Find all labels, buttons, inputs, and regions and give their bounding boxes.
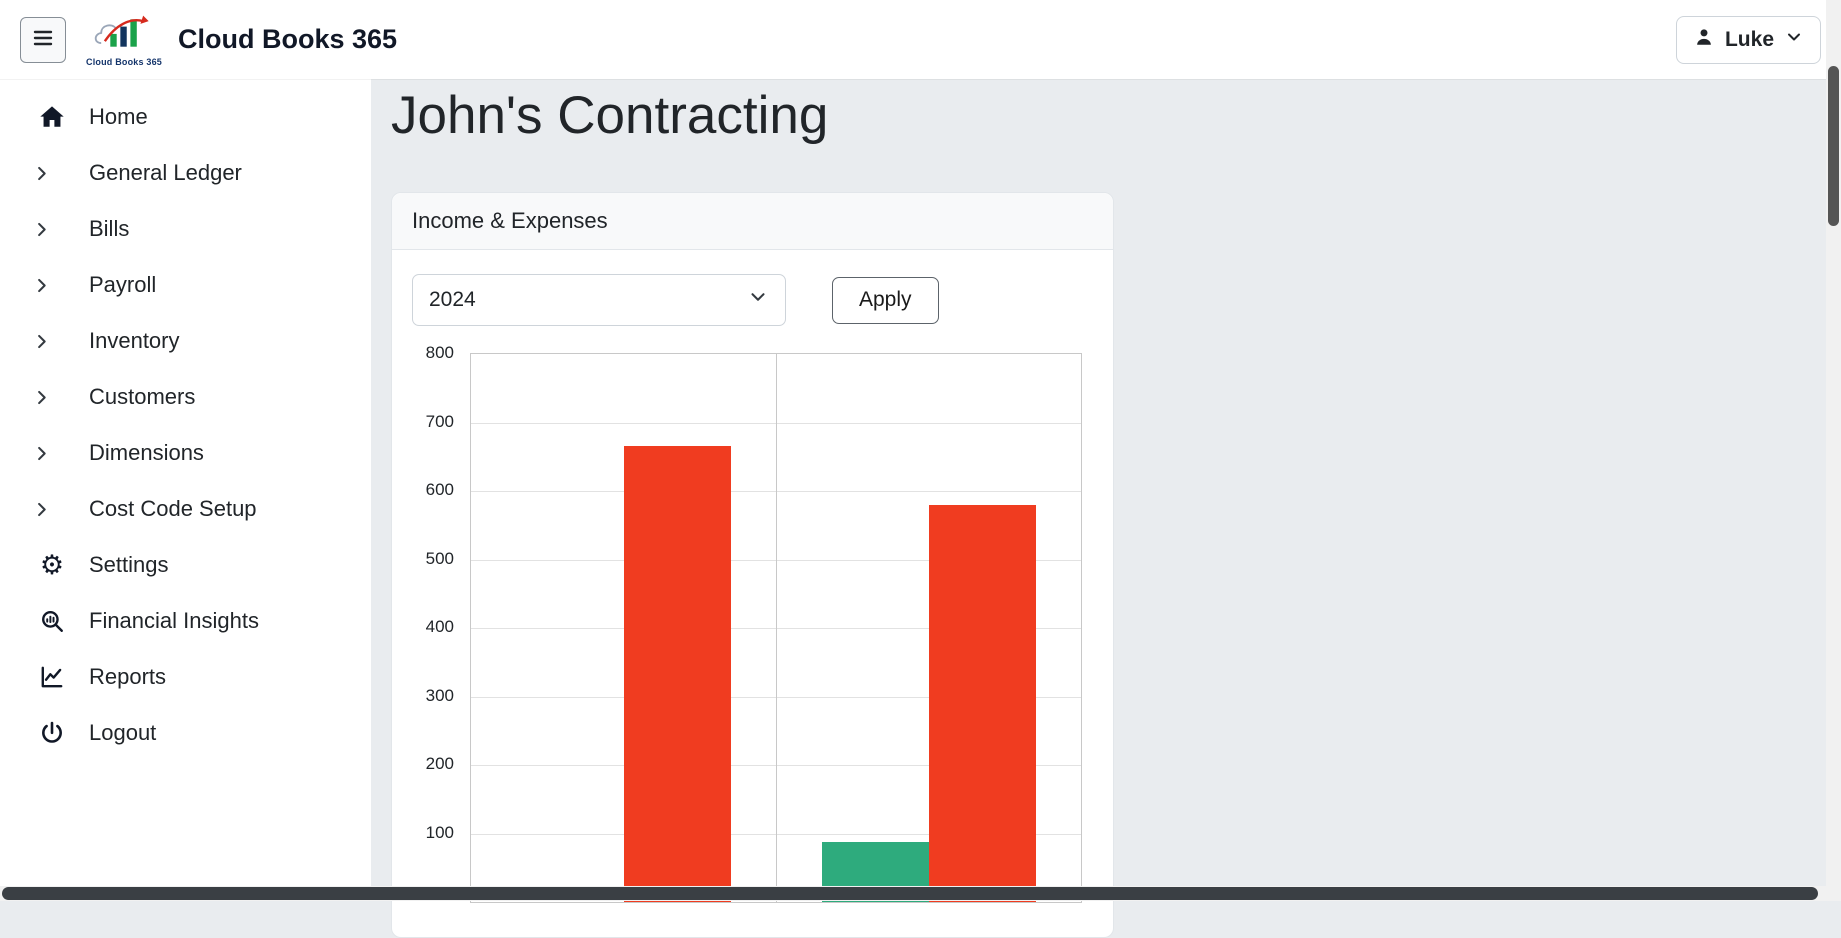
- bar-expenses: [623, 445, 731, 903]
- chevron-right-icon: [30, 276, 74, 295]
- y-axis-tick-label: 700: [425, 411, 454, 431]
- sidebar-item-inventory[interactable]: Inventory: [0, 313, 371, 369]
- y-axis-tick-label: 400: [425, 617, 454, 637]
- y-axis-tick-label: 200: [425, 754, 454, 774]
- bar-expenses: [928, 505, 1036, 903]
- home-icon: [30, 104, 74, 130]
- menu-button[interactable]: [20, 16, 66, 63]
- app-logo-text: Cloud Books 365: [86, 57, 163, 67]
- chart-y-labels: 800 700 600 500 400 300 200 100: [412, 343, 462, 903]
- chevron-down-icon: [1784, 27, 1804, 53]
- sidebar-item-general-ledger[interactable]: General Ledger: [0, 145, 371, 201]
- sidebar-item-label: Home: [89, 104, 148, 129]
- chevron-right-icon: [30, 500, 74, 519]
- power-icon: [30, 720, 74, 746]
- sidebar-item-label: Cost Code Setup: [89, 496, 257, 521]
- chevron-right-icon: [30, 444, 74, 463]
- user-icon: [1693, 26, 1715, 54]
- y-axis-tick-label: 300: [425, 685, 454, 705]
- sidebar-item-label: Customers: [89, 384, 196, 409]
- sidebar-item-label: Financial Insights: [89, 608, 259, 633]
- y-axis-tick-label: 600: [425, 480, 454, 500]
- sidebar-item-bills[interactable]: Bills: [0, 201, 371, 257]
- user-menu-button[interactable]: Luke: [1675, 15, 1821, 64]
- sidebar-item-label: Settings: [89, 552, 169, 577]
- horizontal-scrollbar-thumb[interactable]: [2, 887, 1818, 900]
- insights-icon: [30, 608, 74, 634]
- scrollbar-corner: [1826, 886, 1841, 901]
- user-label: Luke: [1724, 27, 1774, 51]
- select-chevron-down-icon: [747, 286, 769, 314]
- bar-chart: 800 700 600 500 400 300 200 100: [412, 343, 1093, 913]
- page-title: John's Contracting: [391, 86, 829, 145]
- sidebar-item-label: General Ledger: [89, 160, 242, 185]
- y-axis-tick-label: 500: [425, 548, 454, 568]
- sidebar-item-dimensions[interactable]: Dimensions: [0, 425, 371, 481]
- sidebar-item-label: Payroll: [89, 272, 157, 297]
- year-select[interactable]: 2024: [412, 274, 786, 327]
- sidebar-item-label: Reports: [89, 664, 167, 689]
- gear-icon: ⚙: [39, 549, 65, 580]
- chart-controls: 2024 Apply: [412, 274, 1093, 327]
- sidebar-item-cost-code-setup[interactable]: Cost Code Setup: [0, 481, 371, 537]
- sidebar-item-reports[interactable]: Reports: [0, 649, 371, 705]
- vertical-scrollbar-thumb[interactable]: [1828, 66, 1839, 226]
- hamburger-icon: [31, 26, 55, 53]
- app-logo: Cloud Books 365: [86, 12, 162, 67]
- chevron-right-icon: [30, 220, 74, 239]
- reports-icon: [30, 664, 74, 690]
- income-expenses-card: Income & Expenses 2024 Apply 800 700 600 50…: [391, 192, 1114, 938]
- sidebar-item-payroll[interactable]: Payroll: [0, 257, 371, 313]
- card-title: Income & Expenses: [392, 193, 1113, 251]
- app-title: Cloud Books 365: [178, 24, 398, 54]
- card-body: 2024 Apply 800 700 600 500 400 300 200 100: [392, 250, 1113, 937]
- sidebar: Home General Ledger Bills Payroll Inventory C…: [0, 79, 371, 901]
- main-content: John's Contracting Income & Expenses 202…: [371, 79, 1841, 938]
- sidebar-item-financial-insights[interactable]: Financial Insights: [0, 593, 371, 649]
- vertical-scrollbar[interactable]: [1826, 0, 1841, 886]
- sidebar-item-label: Bills: [89, 216, 130, 241]
- gridline-vertical: [776, 354, 777, 903]
- year-select-value: 2024: [429, 288, 476, 312]
- sidebar-item-logout[interactable]: Logout: [0, 705, 371, 761]
- sidebar-item-label: Logout: [89, 720, 157, 745]
- horizontal-scrollbar[interactable]: [0, 886, 1826, 901]
- sidebar-item-label: Inventory: [89, 328, 180, 353]
- chevron-right-icon: [30, 332, 74, 351]
- sidebar-item-home[interactable]: Home: [0, 89, 371, 145]
- chart-plot: [470, 353, 1082, 904]
- y-axis-tick-label: 800: [425, 343, 454, 363]
- chevron-right-icon: [30, 164, 74, 183]
- apply-button[interactable]: Apply: [832, 276, 939, 324]
- sidebar-item-customers[interactable]: Customers: [0, 369, 371, 425]
- topbar: Cloud Books 365 Cloud Books 365 Luke: [0, 0, 1841, 79]
- sidebar-item-settings[interactable]: ⚙ Settings: [0, 537, 371, 593]
- chevron-right-icon: [30, 388, 74, 407]
- sidebar-item-label: Dimensions: [89, 440, 204, 465]
- y-axis-tick-label: 100: [425, 822, 454, 842]
- app-logo-icon: [91, 12, 157, 59]
